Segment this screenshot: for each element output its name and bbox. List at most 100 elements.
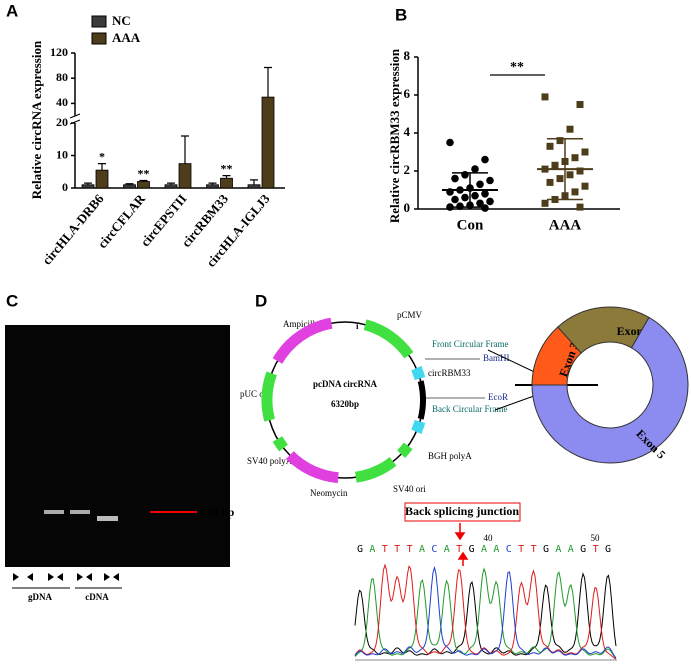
base-call: G (605, 544, 611, 555)
data-point (486, 176, 494, 185)
data-point (546, 142, 554, 150)
x-tick-label: AAA (549, 217, 582, 233)
bar (137, 181, 150, 189)
base-call: A (369, 544, 375, 555)
y-tick-label: 80 (56, 70, 68, 84)
primer-arrows (13, 573, 119, 581)
data-point (541, 199, 549, 207)
data-point (571, 154, 579, 162)
plasmid-feature (411, 366, 426, 381)
base-call: T (518, 544, 524, 555)
data-point (581, 148, 589, 156)
plasmid-feature (272, 317, 333, 364)
data-point (576, 101, 584, 108)
base-call: A (481, 544, 487, 555)
sd-bar (452, 172, 488, 208)
base-call: C (431, 544, 437, 555)
bar (220, 177, 233, 189)
bar (81, 184, 95, 189)
data-point (481, 155, 489, 164)
group-label: cDNA (85, 592, 109, 602)
plasmid-size: 6320bp (331, 399, 359, 409)
feature-label: circRBM33 (428, 368, 471, 378)
data-point (541, 93, 549, 101)
plasmid-name: pcDNA circRNA (313, 379, 378, 389)
gel-band (70, 510, 90, 514)
error-bar (139, 179, 148, 182)
plasmid-feature (417, 380, 426, 420)
base-call: A (555, 544, 561, 555)
error-bar (125, 183, 134, 185)
bar (123, 184, 136, 189)
marker-label: 200 bp (200, 505, 235, 519)
panel-label: C (6, 291, 18, 310)
base-call: G (469, 544, 475, 555)
plasmid-feature (397, 442, 413, 459)
error-bar (167, 182, 175, 185)
x-tick-label: Con (457, 217, 484, 233)
bar (178, 163, 192, 189)
data-point (571, 188, 579, 196)
error-bar (84, 182, 92, 185)
data-point (451, 195, 459, 204)
position-label: 50 (591, 533, 601, 543)
data-point (456, 202, 464, 210)
feature-label: Back Circular Frame (432, 404, 507, 414)
donut-segment (531, 316, 689, 464)
y-tick-label: 2 (404, 162, 411, 177)
feature-label: EcoR (488, 392, 508, 402)
data-point (461, 193, 469, 202)
junction-title: Back splicing junction (405, 504, 519, 518)
error-bar (181, 135, 189, 164)
base-call: G (580, 544, 586, 555)
trace (354, 567, 617, 659)
base-call: A (444, 544, 450, 555)
plasmid-feature (285, 451, 339, 484)
feature-label: SV40 polyA (247, 456, 293, 466)
base-call: T (394, 544, 400, 555)
y-tick-label: 120 (50, 45, 68, 59)
trace (354, 563, 617, 660)
error-bar (222, 175, 231, 179)
data-point (476, 199, 484, 208)
plasmid-feature (363, 319, 414, 359)
data-point (451, 174, 459, 183)
trace (354, 565, 617, 659)
group-label: gDNA (28, 592, 52, 602)
error-bar (98, 163, 106, 171)
significance: * (99, 149, 105, 163)
panel-label: D (255, 291, 267, 310)
data-point (581, 182, 589, 190)
feature-label: SV40 ori (393, 484, 426, 494)
plasmid-feature (354, 457, 397, 483)
base-call: A (493, 544, 499, 555)
base-call: T (593, 544, 599, 555)
feature-leaders (425, 358, 485, 399)
base-call: T (382, 544, 388, 555)
data-point (471, 165, 479, 173)
data-point (576, 167, 584, 175)
y-tick-label: 0 (404, 200, 411, 215)
feature-label: Front Circular Frame (432, 339, 508, 349)
plasmid-feature (411, 419, 426, 434)
y-tick-label: 4 (404, 124, 411, 139)
data-point (471, 191, 479, 200)
feature-label: BamHI (483, 353, 510, 363)
error-bar (264, 66, 272, 98)
y-tick-label: 10 (56, 147, 68, 161)
data-point (446, 203, 454, 211)
significance: ** (510, 60, 524, 75)
y-tick-label: 40 (56, 95, 68, 109)
feature-label: pCMV (397, 310, 423, 320)
legend-swatch (91, 15, 107, 28)
feature-label: Ampicilln (283, 319, 320, 329)
error-bar (208, 182, 217, 185)
data-point (556, 137, 564, 145)
data-point (481, 204, 489, 212)
feature-label: pUC ori (240, 389, 270, 399)
y-tick-label: 6 (404, 86, 411, 101)
origin-mark: i (356, 321, 359, 331)
bar (206, 184, 219, 189)
panel-label: B (395, 5, 407, 24)
